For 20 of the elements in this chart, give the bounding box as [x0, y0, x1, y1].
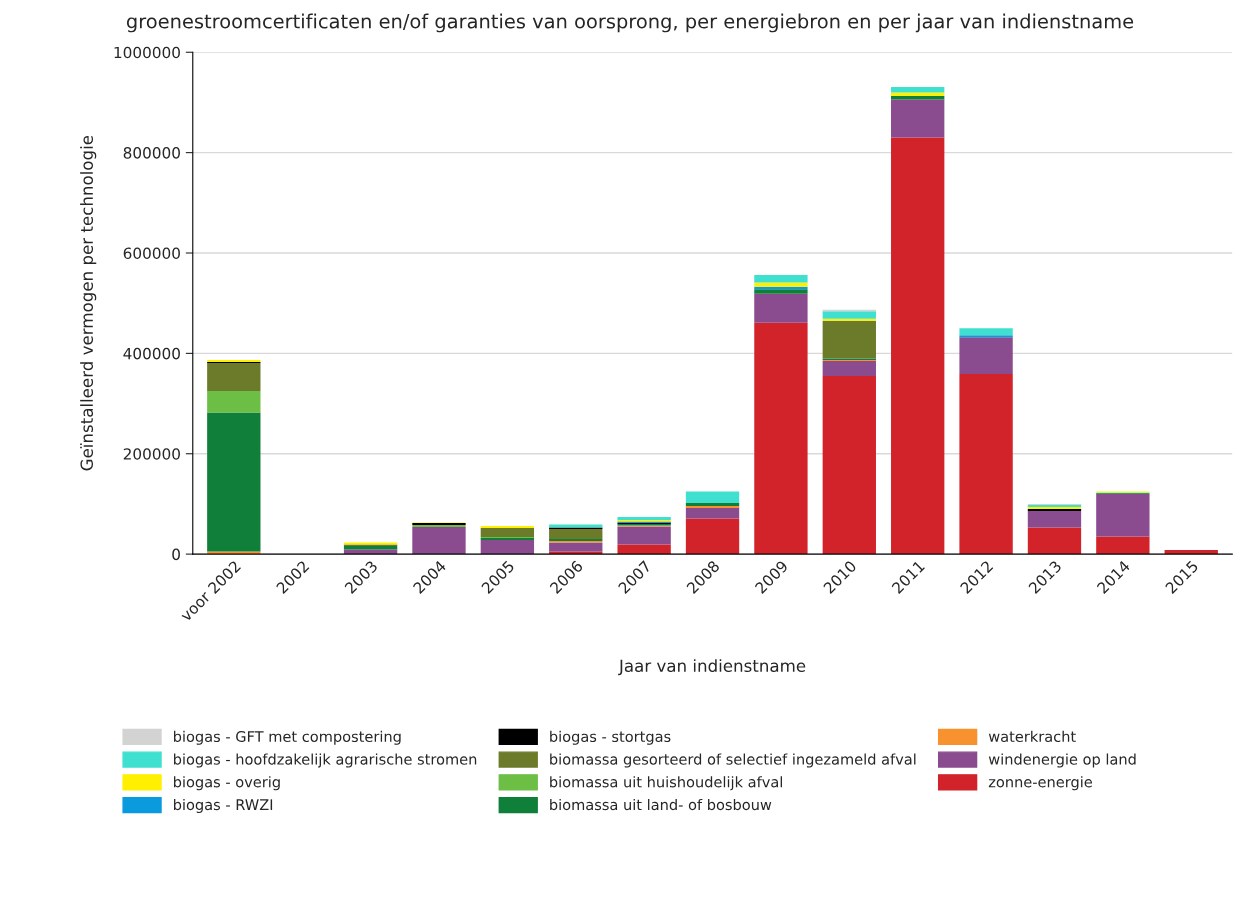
- legend-label: biogas - GFT met compostering: [174, 730, 401, 745]
- legend-label: biogas - overig: [174, 776, 280, 791]
- legend-label: zonne-energie: [988, 776, 1092, 791]
- legend-label: biomassa uit huishoudelijk afval: [550, 776, 782, 791]
- legend-label: biogas - stortgas: [550, 730, 671, 745]
- legend-label: biogas - hoofdzakelijk agrarische stromen: [174, 753, 477, 768]
- y-tick-label: 800000: [123, 147, 180, 159]
- legend-label: biomassa gesorteerd of selectief ingezameld afval: [550, 753, 916, 768]
- legend-label: windenergie op land: [988, 753, 1136, 768]
- y-tick-label: 0: [172, 548, 180, 561]
- y-tick-label: 600000: [123, 247, 180, 260]
- legend-label: biomassa uit land- of bosbouw: [550, 798, 772, 811]
- legend-label: biogas - RWZI: [174, 798, 273, 814]
- y-tick-label: 200000: [123, 448, 180, 460]
- x-axis-title: Jaar van indienstname: [618, 659, 806, 676]
- y-tick-label: 400000: [123, 347, 180, 360]
- chart-title: groenestroomcertificaten en/of garanties van oorsprong, per energiebron en per jaar van indienstname: [126, 13, 1134, 33]
- y-axis-title: Geïnstalleerd vermogen per technologie: [80, 135, 97, 471]
- legend-label: waterkracht: [988, 730, 1076, 743]
- y-tick-label: 1000000: [114, 46, 180, 59]
